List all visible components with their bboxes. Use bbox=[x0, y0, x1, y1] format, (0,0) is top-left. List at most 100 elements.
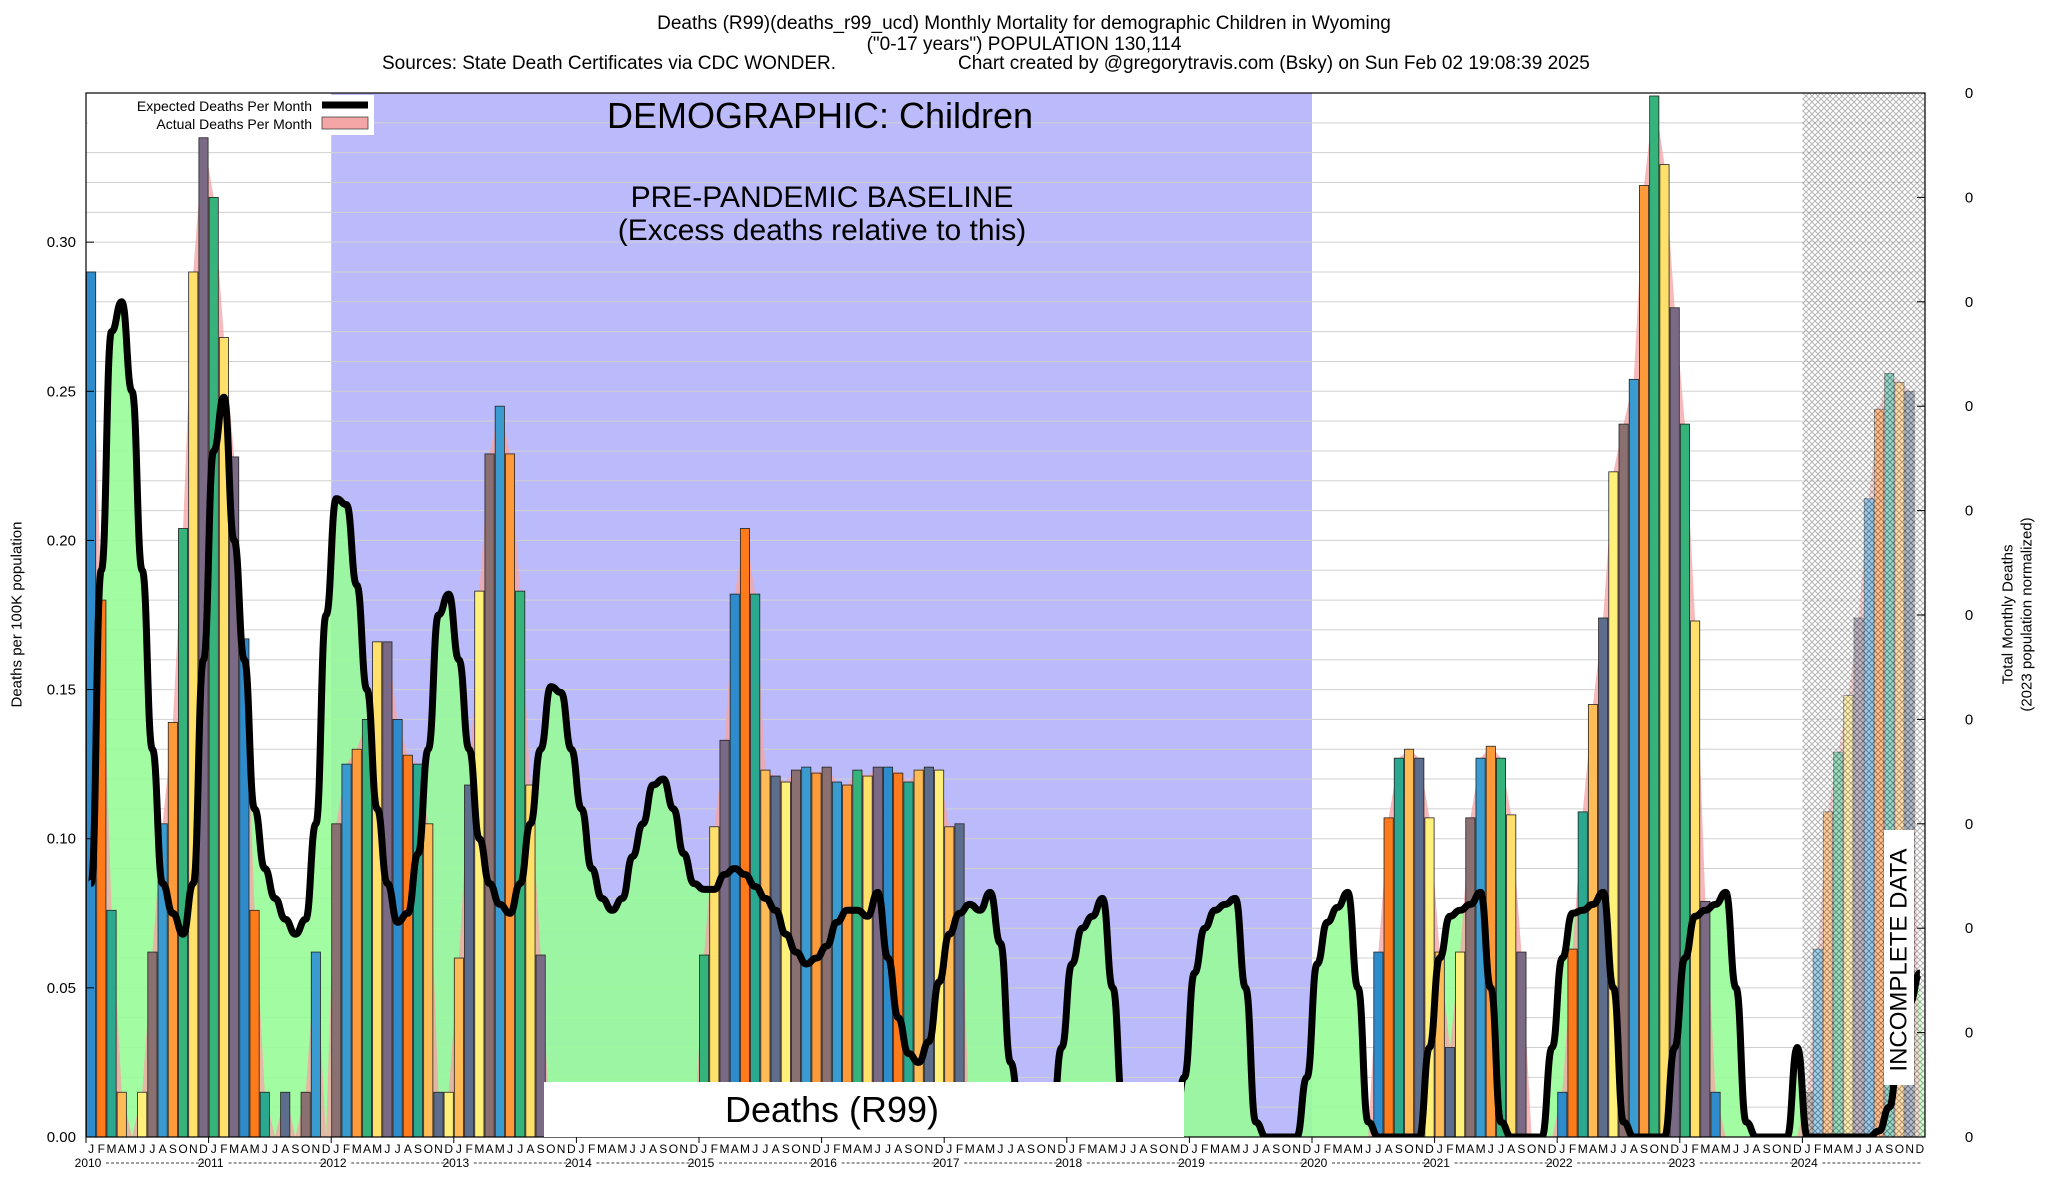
actual-bar bbox=[862, 775, 873, 1137]
x-year-label: 2017 bbox=[933, 1156, 960, 1170]
actual-bar bbox=[259, 1091, 270, 1137]
y-tick-label: 0.25 bbox=[47, 383, 76, 400]
x-month-label: M bbox=[250, 1142, 260, 1156]
x-month-label: A bbox=[649, 1142, 657, 1156]
x-month-label: F bbox=[343, 1142, 350, 1156]
actual-bar bbox=[178, 528, 189, 1137]
x-month-label: S bbox=[1027, 1142, 1035, 1156]
x-month-label: S bbox=[537, 1142, 545, 1156]
actual-bar bbox=[453, 957, 464, 1137]
x-month-label: M bbox=[1087, 1142, 1097, 1156]
x-month-label: J bbox=[1243, 1142, 1249, 1156]
actual-bar bbox=[1516, 951, 1527, 1137]
x-month-label: M bbox=[863, 1142, 873, 1156]
x-month-label: M bbox=[474, 1142, 484, 1156]
actual-bar bbox=[188, 271, 199, 1137]
actual-bar bbox=[852, 769, 863, 1137]
x-month-label: M bbox=[1210, 1142, 1220, 1156]
x-month-label: N bbox=[1170, 1142, 1179, 1156]
actual-bar bbox=[229, 456, 240, 1137]
x-month-label: N bbox=[312, 1142, 321, 1156]
x-month-label: J bbox=[272, 1142, 278, 1156]
incomplete-label-box bbox=[1884, 830, 1914, 1085]
x-month-label: J bbox=[762, 1142, 768, 1156]
x-month-label: A bbox=[1712, 1142, 1720, 1156]
x-month-label: M bbox=[229, 1142, 239, 1156]
x-month-label: F bbox=[1078, 1142, 1085, 1156]
x-month-label: N bbox=[679, 1142, 688, 1156]
y2-tick-label: 0 bbox=[1965, 189, 1973, 206]
x-month-label: S bbox=[291, 1142, 299, 1156]
actual-bar bbox=[331, 823, 342, 1137]
x-month-label: J bbox=[1498, 1142, 1504, 1156]
y-tick-label: 0.10 bbox=[47, 831, 76, 848]
actual-bar bbox=[1383, 817, 1394, 1137]
x-month-label: A bbox=[1834, 1142, 1842, 1156]
x-month-label: M bbox=[1578, 1142, 1588, 1156]
actual-bar bbox=[310, 951, 321, 1137]
actual-bar bbox=[1628, 378, 1639, 1137]
x-month-label: A bbox=[853, 1142, 861, 1156]
x-month-label: S bbox=[1763, 1142, 1771, 1156]
y2-tick-label: 0 bbox=[1965, 294, 1973, 311]
x-month-label: O bbox=[301, 1142, 310, 1156]
actual-bar bbox=[484, 453, 495, 1137]
actual-bar bbox=[464, 784, 475, 1137]
y-tick-label: 0.05 bbox=[47, 980, 76, 997]
actual-bar bbox=[801, 766, 812, 1137]
x-month-label: N bbox=[1292, 1142, 1301, 1156]
x-month-label: S bbox=[1272, 1142, 1280, 1156]
x-month-label: D bbox=[1425, 1142, 1434, 1156]
x-month-label: S bbox=[1517, 1142, 1525, 1156]
actual-bar bbox=[719, 739, 730, 1137]
x-year-label: 2016 bbox=[810, 1156, 837, 1170]
x-month-label: F bbox=[1569, 1142, 1576, 1156]
x-month-label: F bbox=[833, 1142, 840, 1156]
y2-tick-label: 0 bbox=[1965, 816, 1973, 833]
actual-bar bbox=[1659, 164, 1670, 1137]
x-year-label: 2015 bbox=[688, 1156, 715, 1170]
x-year-label: 2018 bbox=[1055, 1156, 1082, 1170]
x-year-label: 2014 bbox=[565, 1156, 592, 1170]
x-year-label: 2012 bbox=[320, 1156, 347, 1170]
x-month-label: M bbox=[617, 1142, 627, 1156]
x-month-label: A bbox=[731, 1142, 739, 1156]
x-month-label: J bbox=[1610, 1142, 1616, 1156]
actual-bar bbox=[1649, 95, 1660, 1137]
x-month-label: N bbox=[189, 1142, 198, 1156]
x-month-label: M bbox=[965, 1142, 975, 1156]
x-month-label: J bbox=[1120, 1142, 1126, 1156]
x-year-label: 2011 bbox=[198, 1156, 224, 1170]
x-month-label: M bbox=[985, 1142, 995, 1156]
x-month-label: A bbox=[1875, 1142, 1883, 1156]
x-month-label: A bbox=[608, 1142, 616, 1156]
actual-bar bbox=[443, 1091, 454, 1137]
actual-bar bbox=[1393, 757, 1404, 1137]
y-tick-label: 0.30 bbox=[47, 234, 76, 251]
actual-bar bbox=[361, 719, 372, 1137]
x-month-label: J bbox=[262, 1142, 268, 1156]
actual-bar bbox=[1598, 617, 1609, 1137]
x-month-label: S bbox=[904, 1142, 912, 1156]
x-month-label: M bbox=[1108, 1142, 1118, 1156]
actual-bar bbox=[954, 823, 965, 1137]
x-month-label: J bbox=[1488, 1142, 1494, 1156]
actual-bar bbox=[1587, 704, 1598, 1137]
x-month-label: S bbox=[1640, 1142, 1648, 1156]
x-year-label: 2013 bbox=[442, 1156, 469, 1170]
x-month-label: M bbox=[1598, 1142, 1608, 1156]
actual-bar bbox=[1506, 814, 1517, 1137]
x-month-label: J bbox=[1682, 1142, 1688, 1156]
x-month-label: J bbox=[1365, 1142, 1371, 1156]
actual-bar bbox=[249, 909, 260, 1137]
x-month-label: F bbox=[1814, 1142, 1821, 1156]
x-month-label: N bbox=[1660, 1142, 1669, 1156]
x-month-label: S bbox=[782, 1142, 790, 1156]
x-month-label: F bbox=[98, 1142, 105, 1156]
x-month-label: A bbox=[1139, 1142, 1147, 1156]
y2-tick-label: 0 bbox=[1965, 607, 1973, 624]
x-month-label: S bbox=[414, 1142, 422, 1156]
x-month-label: A bbox=[486, 1142, 494, 1156]
actual-bar bbox=[402, 754, 413, 1137]
